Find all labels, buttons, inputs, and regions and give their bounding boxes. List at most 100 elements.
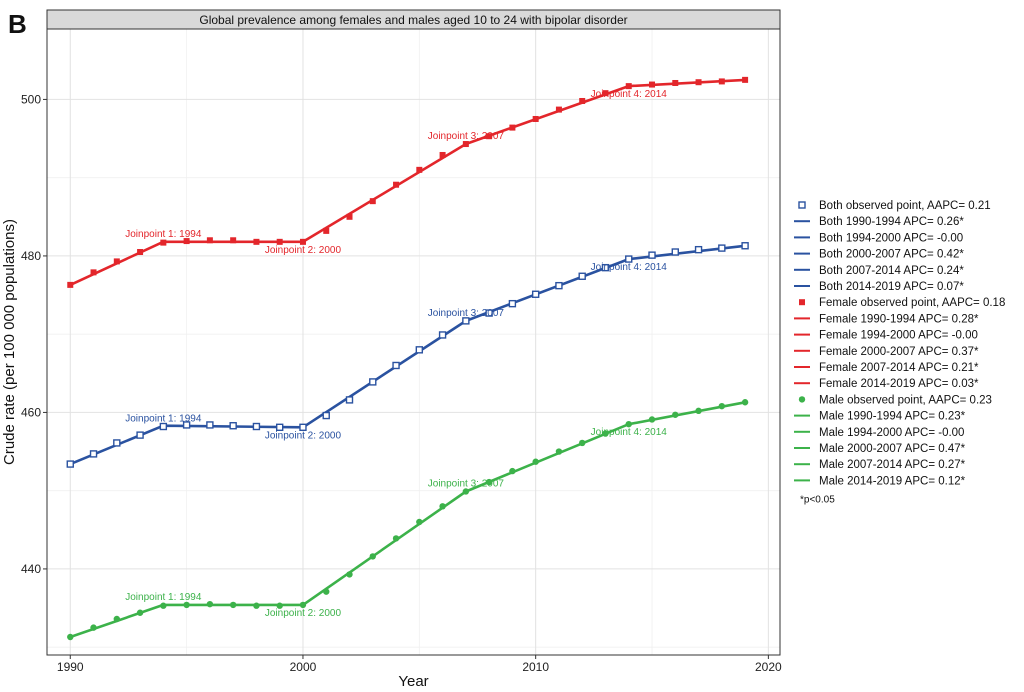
legend-key-male-observed bbox=[798, 396, 806, 403]
legend-label: Both 1994-2000 APC= -0.00 bbox=[819, 232, 963, 244]
joinpoint-label: Joinpoint 4: 2014 bbox=[591, 89, 668, 100]
data-point-both bbox=[531, 290, 540, 298]
data-point-both bbox=[392, 361, 400, 370]
data-point-female bbox=[462, 141, 469, 148]
data-point-female bbox=[579, 97, 586, 104]
data-point-male bbox=[555, 448, 563, 455]
data-point-female bbox=[509, 124, 516, 131]
data-point-male bbox=[90, 624, 97, 631]
data-point-male bbox=[67, 633, 74, 641]
panel-label: B bbox=[8, 9, 27, 39]
data-point-female bbox=[183, 238, 190, 245]
x-tick-label: 2010 bbox=[522, 660, 549, 674]
data-point-male bbox=[206, 600, 214, 608]
data-point-female bbox=[276, 238, 283, 245]
joinpoint-label: Joinpoint 1: 1994 bbox=[125, 592, 202, 603]
data-point-female bbox=[67, 281, 74, 288]
legend-label: Female 1994-2000 APC= -0.00 bbox=[819, 330, 978, 342]
data-point-male bbox=[695, 407, 702, 415]
data-point-male bbox=[485, 478, 493, 486]
fit-line-both bbox=[69, 244, 746, 466]
data-point-male bbox=[113, 615, 121, 623]
data-point-female bbox=[90, 269, 97, 276]
data-point-female bbox=[649, 81, 656, 88]
data-point-male bbox=[602, 430, 609, 437]
legend-label: Male 2007-2014 APC= 0.27* bbox=[819, 459, 966, 471]
legend-key-both-observed bbox=[798, 201, 806, 209]
x-axis-title: Year bbox=[398, 673, 428, 690]
data-point-both bbox=[508, 299, 517, 308]
x-tick-label: 2000 bbox=[290, 660, 317, 674]
data-point-female bbox=[137, 249, 144, 256]
legend-label: Both 2014-2019 APC= 0.07* bbox=[819, 281, 964, 293]
data-point-both bbox=[648, 251, 656, 259]
data-point-both bbox=[485, 309, 493, 317]
data-point-both bbox=[229, 422, 237, 430]
legend-label: Male 2014-2019 APC= 0.12* bbox=[819, 475, 966, 487]
y-axis-title: Crude rate (per 100 000 populations) bbox=[1, 219, 18, 465]
data-point-female bbox=[206, 237, 213, 244]
data-point-both bbox=[89, 450, 98, 458]
data-point-both bbox=[322, 411, 330, 420]
fit-line-male bbox=[69, 401, 746, 639]
legend-label: Male 1994-2000 APC= -0.00 bbox=[819, 427, 964, 439]
data-point-female bbox=[602, 90, 609, 97]
data-point-female bbox=[346, 213, 353, 220]
data-point-female bbox=[253, 238, 260, 245]
data-point-male bbox=[392, 535, 400, 542]
data-point-both bbox=[345, 396, 354, 404]
y-tick-label: 480 bbox=[21, 249, 41, 263]
joinpoint-label: Joinpoint 1: 1994 bbox=[125, 414, 202, 425]
data-point-both bbox=[555, 281, 563, 290]
joinpoint-label: Joinpoint 2: 2000 bbox=[265, 245, 342, 256]
plot-panel bbox=[46, 28, 781, 656]
data-point-both bbox=[299, 423, 307, 431]
data-point-both bbox=[415, 346, 424, 354]
data-point-female bbox=[230, 237, 237, 244]
x-tick-label: 1990 bbox=[57, 660, 84, 674]
joinpoint-labels: Joinpoint 1: 1994 Joinpoint 2: 2000 Joinpo… bbox=[125, 89, 667, 619]
y-axis: 440 460 480 500 bbox=[21, 92, 47, 576]
data-point-male bbox=[672, 411, 679, 418]
data-point-female bbox=[625, 83, 632, 90]
joinpoint-label: Joinpoint 3: 2007 bbox=[428, 131, 505, 142]
plot-border bbox=[46, 28, 781, 656]
data-point-male bbox=[648, 416, 656, 423]
data-point-both bbox=[741, 242, 749, 250]
joinpoint-label: Joinpoint 3: 2007 bbox=[428, 308, 505, 319]
data-point-both bbox=[136, 431, 144, 439]
data-point-female bbox=[113, 258, 120, 265]
legend-key-female-observed bbox=[799, 299, 805, 306]
legend-label: Female 1990-1994 APC= 0.28* bbox=[819, 313, 979, 325]
joinpoint-label: Joinpoint 3: 2007 bbox=[428, 478, 505, 489]
data-point-female bbox=[532, 115, 539, 122]
data-point-both bbox=[275, 423, 284, 431]
data-point-female bbox=[323, 227, 330, 234]
data-point-female bbox=[393, 181, 400, 188]
data-point-female bbox=[742, 76, 749, 83]
joinpoint-label: Joinpoint 1: 1994 bbox=[125, 229, 202, 240]
legend-label: Female observed point, AAPC= 0.18 bbox=[819, 297, 1005, 309]
data-point-both bbox=[462, 317, 470, 325]
legend-label: Both observed point, AAPC= 0.21 bbox=[819, 200, 991, 212]
data-point-male bbox=[532, 458, 539, 465]
data-point-both bbox=[718, 244, 726, 252]
data-point-both bbox=[159, 422, 168, 431]
y-tick-label: 460 bbox=[21, 405, 41, 419]
data-point-female bbox=[416, 166, 423, 173]
data-point-female bbox=[299, 238, 306, 245]
data-point-female bbox=[486, 133, 493, 140]
data-point-both bbox=[206, 421, 214, 429]
x-axis: 1990 2000 2010 2020 bbox=[57, 655, 782, 674]
data-point-both bbox=[113, 439, 121, 447]
data-point-male bbox=[579, 439, 586, 447]
data-point-both bbox=[671, 248, 679, 256]
legend-label: Female 2007-2014 APC= 0.21* bbox=[819, 362, 979, 374]
data-point-female bbox=[695, 79, 702, 86]
x-tick-label: 2020 bbox=[755, 660, 782, 674]
data-point-both bbox=[369, 378, 377, 386]
data-point-female bbox=[718, 78, 725, 85]
data-point-male bbox=[299, 601, 307, 609]
data-point-both bbox=[66, 460, 74, 468]
legend-label: Female 2014-2019 APC= 0.03* bbox=[819, 378, 979, 390]
